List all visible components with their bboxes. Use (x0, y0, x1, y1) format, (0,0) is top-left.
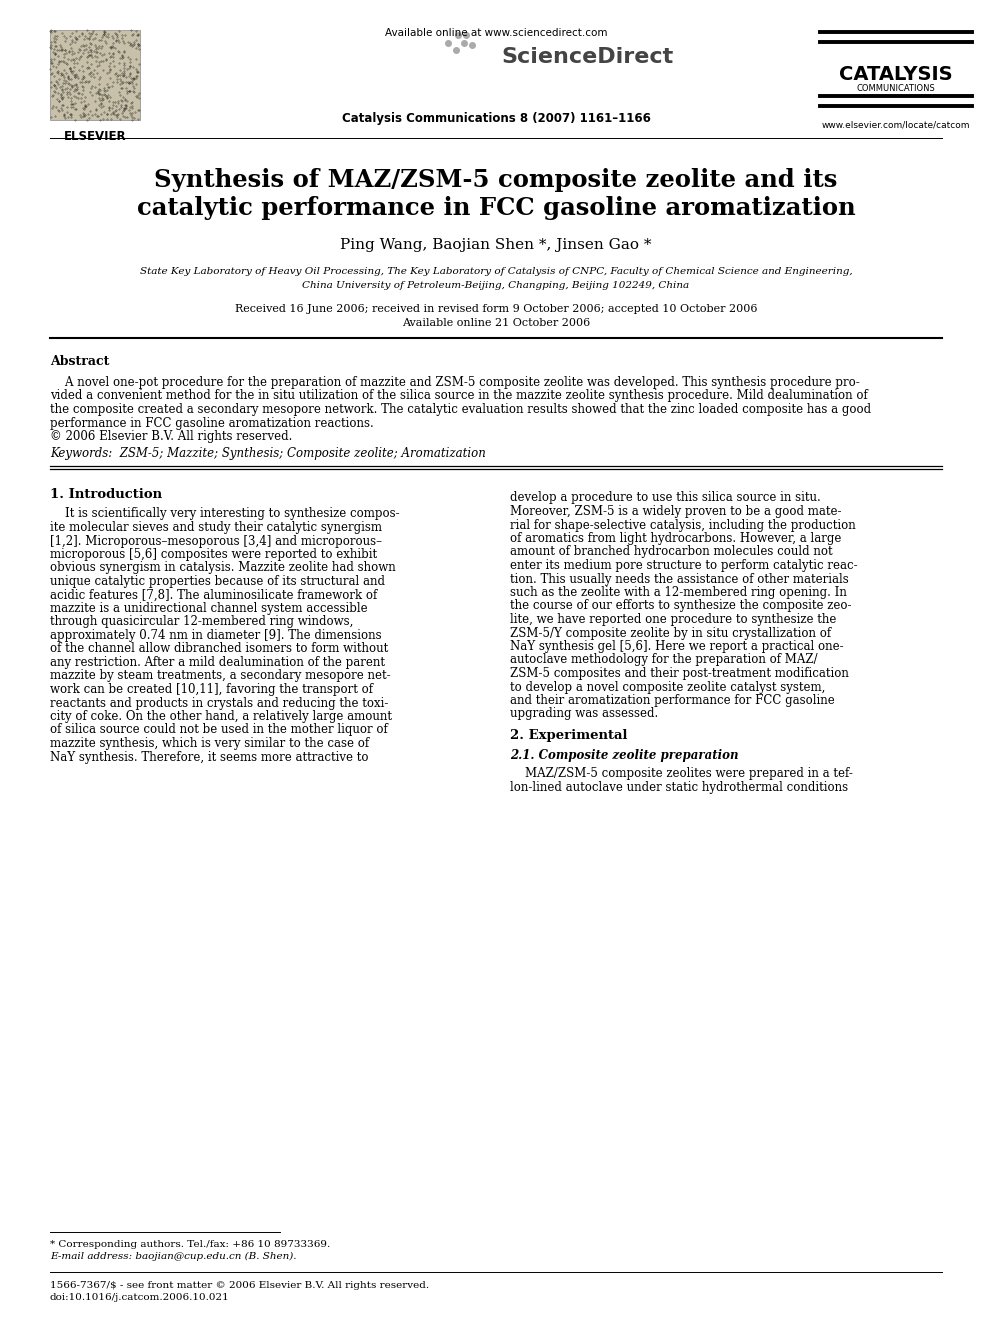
Text: It is scientifically very interesting to synthesize compos-: It is scientifically very interesting to… (50, 508, 400, 520)
Text: Catalysis Communications 8 (2007) 1161–1166: Catalysis Communications 8 (2007) 1161–1… (341, 112, 651, 124)
Text: 1. Introduction: 1. Introduction (50, 487, 162, 500)
Text: city of coke. On the other hand, a relatively large amount: city of coke. On the other hand, a relat… (50, 710, 392, 722)
Text: and their aromatization performance for FCC gasoline: and their aromatization performance for … (510, 695, 834, 706)
Text: 1566-7367/$ - see front matter © 2006 Elsevier B.V. All rights reserved.: 1566-7367/$ - see front matter © 2006 El… (50, 1281, 430, 1290)
Text: NaY synthesis. Therefore, it seems more attractive to: NaY synthesis. Therefore, it seems more … (50, 750, 368, 763)
Text: ELSEVIER: ELSEVIER (63, 130, 126, 143)
Text: lite, we have reported one procedure to synthesize the: lite, we have reported one procedure to … (510, 613, 836, 626)
Text: Moreover, ZSM-5 is a widely proven to be a good mate-: Moreover, ZSM-5 is a widely proven to be… (510, 505, 841, 519)
Text: NaY synthesis gel [5,6]. Here we report a practical one-: NaY synthesis gel [5,6]. Here we report … (510, 640, 843, 654)
Text: amount of branched hydrocarbon molecules could not: amount of branched hydrocarbon molecules… (510, 545, 832, 558)
Text: mazzite synthesis, which is very similar to the case of: mazzite synthesis, which is very similar… (50, 737, 369, 750)
Text: obvious synergism in catalysis. Mazzite zeolite had shown: obvious synergism in catalysis. Mazzite … (50, 561, 396, 574)
Text: approximately 0.74 nm in diameter [9]. The dimensions: approximately 0.74 nm in diameter [9]. T… (50, 628, 382, 642)
Text: MAZ/ZSM-5 composite zeolites were prepared in a tef-: MAZ/ZSM-5 composite zeolites were prepar… (510, 767, 853, 781)
Text: Available online at www.sciencedirect.com: Available online at www.sciencedirect.co… (385, 28, 607, 38)
Text: to develop a novel composite zeolite catalyst system,: to develop a novel composite zeolite cat… (510, 680, 825, 693)
Text: ScienceDirect: ScienceDirect (501, 48, 674, 67)
Text: mazzite is a unidirectional channel system accessible: mazzite is a unidirectional channel syst… (50, 602, 368, 615)
Text: acidic features [7,8]. The aluminosilicate framework of: acidic features [7,8]. The aluminosilica… (50, 589, 377, 602)
Text: mazzite by steam treatments, a secondary mesopore net-: mazzite by steam treatments, a secondary… (50, 669, 391, 683)
Text: vided a convenient method for the in situ utilization of the silica source in th: vided a convenient method for the in sit… (50, 389, 868, 402)
Text: * Corresponding authors. Tel./fax: +86 10 89733369.: * Corresponding authors. Tel./fax: +86 1… (50, 1240, 330, 1249)
Text: © 2006 Elsevier B.V. All rights reserved.: © 2006 Elsevier B.V. All rights reserved… (50, 430, 293, 443)
Text: any restriction. After a mild dealumination of the parent: any restriction. After a mild dealuminat… (50, 656, 385, 669)
Text: 2.1. Composite zeolite preparation: 2.1. Composite zeolite preparation (510, 749, 738, 762)
Text: unique catalytic properties because of its structural and: unique catalytic properties because of i… (50, 576, 385, 587)
Text: the course of our efforts to synthesize the composite zeo-: the course of our efforts to synthesize … (510, 599, 851, 613)
Text: rial for shape-selective catalysis, including the production: rial for shape-selective catalysis, incl… (510, 519, 856, 532)
Text: Keywords:  ZSM-5; Mazzite; Synthesis; Composite zeolite; Aromatization: Keywords: ZSM-5; Mazzite; Synthesis; Com… (50, 447, 486, 460)
Text: [1,2]. Microporous–mesoporous [3,4] and microporous–: [1,2]. Microporous–mesoporous [3,4] and … (50, 534, 382, 548)
Text: work can be created [10,11], favoring the transport of: work can be created [10,11], favoring th… (50, 683, 373, 696)
Text: of silica source could not be used in the mother liquor of: of silica source could not be used in th… (50, 724, 388, 737)
Text: 2. Experimental: 2. Experimental (510, 729, 628, 742)
Text: Received 16 June 2006; received in revised form 9 October 2006; accepted 10 Octo: Received 16 June 2006; received in revis… (235, 304, 757, 314)
Text: www.elsevier.com/locate/catcom: www.elsevier.com/locate/catcom (821, 120, 970, 130)
Text: A novel one-pot procedure for the preparation of mazzite and ZSM-5 composite zeo: A novel one-pot procedure for the prepar… (50, 376, 860, 389)
Bar (50, 30, 140, 120)
Text: COMMUNICATIONS: COMMUNICATIONS (857, 83, 935, 93)
Text: doi:10.1016/j.catcom.2006.10.021: doi:10.1016/j.catcom.2006.10.021 (50, 1293, 230, 1302)
Text: CATALYSIS: CATALYSIS (839, 65, 952, 83)
Text: of the channel allow dibranched isomers to form without: of the channel allow dibranched isomers … (50, 643, 388, 655)
Text: reactants and products in crystals and reducing the toxi-: reactants and products in crystals and r… (50, 696, 389, 709)
Text: autoclave methodology for the preparation of MAZ/: autoclave methodology for the preparatio… (510, 654, 817, 667)
Text: ite molecular sieves and study their catalytic synergism: ite molecular sieves and study their cat… (50, 521, 382, 534)
Text: Synthesis of MAZ/ZSM-5 composite zeolite and its: Synthesis of MAZ/ZSM-5 composite zeolite… (155, 168, 837, 192)
Text: catalytic performance in FCC gasoline aromatization: catalytic performance in FCC gasoline ar… (137, 196, 855, 220)
Text: tion. This usually needs the assistance of other materials: tion. This usually needs the assistance … (510, 573, 849, 586)
Text: through quasicircular 12-membered ring windows,: through quasicircular 12-membered ring w… (50, 615, 353, 628)
Text: Ping Wang, Baojian Shen *, Jinsen Gao *: Ping Wang, Baojian Shen *, Jinsen Gao * (340, 238, 652, 251)
Text: develop a procedure to use this silica source in situ.: develop a procedure to use this silica s… (510, 492, 820, 504)
Text: of aromatics from light hydrocarbons. However, a large: of aromatics from light hydrocarbons. Ho… (510, 532, 841, 545)
Text: China University of Petroleum-Beijing, Changping, Beijing 102249, China: China University of Petroleum-Beijing, C… (303, 280, 689, 290)
Text: enter its medium pore structure to perform catalytic reac-: enter its medium pore structure to perfo… (510, 560, 858, 572)
Text: the composite created a secondary mesopore network. The catalytic evaluation res: the composite created a secondary mesopo… (50, 404, 871, 415)
Text: ZSM-5 composites and their post-treatment modification: ZSM-5 composites and their post-treatmen… (510, 667, 849, 680)
Text: microporous [5,6] composites were reported to exhibit: microporous [5,6] composites were report… (50, 548, 377, 561)
Text: such as the zeolite with a 12-membered ring opening. In: such as the zeolite with a 12-membered r… (510, 586, 847, 599)
Text: State Key Laboratory of Heavy Oil Processing, The Key Laboratory of Catalysis of: State Key Laboratory of Heavy Oil Proces… (140, 267, 852, 277)
Text: performance in FCC gasoline aromatization reactions.: performance in FCC gasoline aromatizatio… (50, 417, 374, 430)
Text: Available online 21 October 2006: Available online 21 October 2006 (402, 318, 590, 328)
Text: upgrading was assessed.: upgrading was assessed. (510, 708, 659, 721)
Text: E-mail address: baojian@cup.edu.cn (B. Shen).: E-mail address: baojian@cup.edu.cn (B. S… (50, 1252, 297, 1261)
Text: ZSM-5/Y composite zeolite by in situ crystallization of: ZSM-5/Y composite zeolite by in situ cry… (510, 627, 831, 639)
Text: lon-lined autoclave under static hydrothermal conditions: lon-lined autoclave under static hydroth… (510, 781, 848, 794)
Text: Abstract: Abstract (50, 355, 109, 368)
